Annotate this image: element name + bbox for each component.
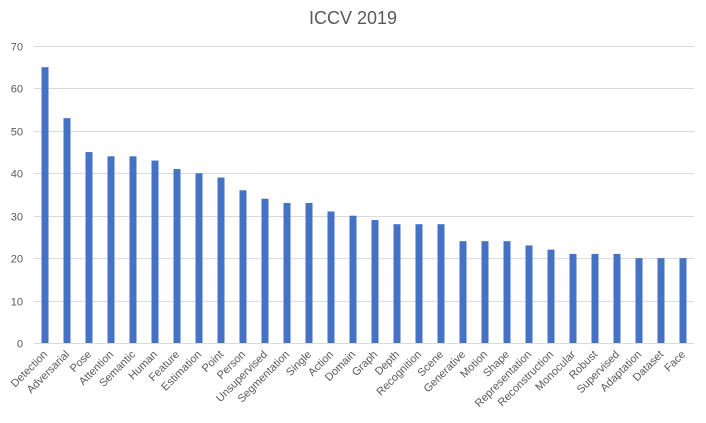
bar-generative	[459, 241, 467, 343]
bar-pose	[85, 152, 93, 343]
bar-point	[217, 177, 225, 343]
bar-robust	[591, 253, 599, 343]
bar-adversarial	[63, 118, 71, 343]
bar-detection	[41, 67, 49, 344]
bar-domain	[349, 215, 357, 343]
bar-semantic	[129, 156, 137, 343]
bar-reconstruction	[547, 249, 555, 343]
bar-adaptation	[635, 258, 643, 343]
bar-supervised	[613, 253, 621, 343]
y-axis-ticks: 0 10 20 30 40 50 60 70	[11, 42, 23, 351]
y-tick-label: 20	[11, 254, 23, 266]
bar-human	[151, 160, 159, 343]
bar-person	[239, 190, 247, 343]
y-tick-label: 10	[11, 297, 23, 309]
y-tick-label: 30	[11, 212, 23, 224]
chart-title: ICCV 2019	[308, 8, 398, 28]
bars	[41, 67, 687, 344]
bar-single	[305, 202, 313, 343]
bar-monocular	[569, 253, 577, 343]
bar-graph	[371, 219, 379, 343]
x-tick-label: Graph	[350, 349, 380, 379]
y-tick-label: 60	[11, 84, 23, 96]
bar-estimation	[195, 173, 203, 343]
bar-representation	[525, 245, 533, 343]
bar-action	[327, 211, 335, 343]
bar-dataset	[657, 258, 665, 343]
grid-lines	[34, 46, 694, 302]
bar-scene	[437, 224, 445, 343]
bar-face	[679, 258, 687, 343]
bar-attention	[107, 156, 115, 343]
y-tick-label: 40	[11, 169, 23, 181]
bar-unsupervised	[261, 198, 269, 343]
bar-segmentation	[283, 202, 291, 343]
x-axis-labels: DetectionAdversarialPoseAttentionSemanti…	[9, 348, 688, 410]
bar-motion	[481, 241, 489, 343]
bar-feature	[173, 169, 181, 343]
bar-depth	[393, 224, 401, 343]
y-tick-label: 50	[11, 127, 23, 139]
x-tick-label: Face	[662, 349, 688, 375]
bar-recognition	[415, 224, 423, 343]
y-tick-label: 70	[11, 42, 23, 54]
bar-shape	[503, 241, 511, 343]
y-tick-label: 0	[17, 339, 23, 351]
